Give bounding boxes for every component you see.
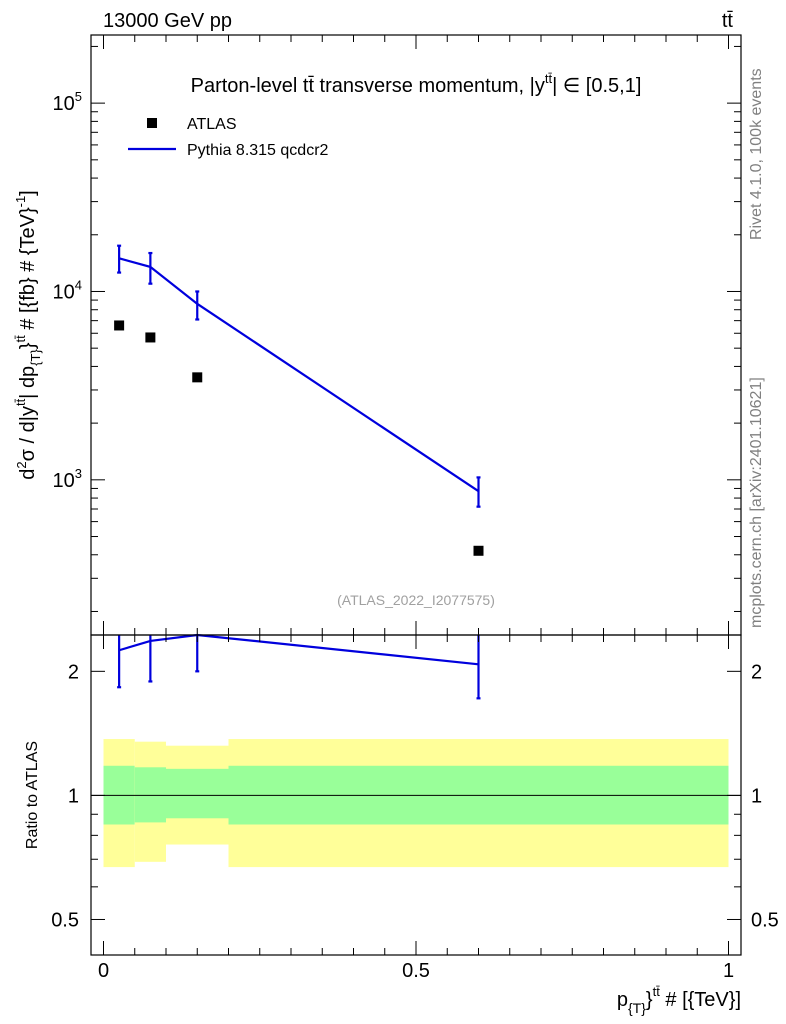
legend-atlas-marker bbox=[147, 118, 157, 128]
main-panel: Parton-level tt̄ transverse momentum, |y… bbox=[53, 34, 742, 636]
yl-6: } bbox=[17, 342, 39, 349]
main-series bbox=[114, 244, 484, 556]
ratio-y-tick-label-left: 0.5 bbox=[51, 909, 79, 931]
process-label: tt̄ bbox=[722, 10, 734, 32]
xl-3: tt̄ bbox=[653, 984, 661, 999]
ratio-y-tick-label-right: 1 bbox=[751, 785, 762, 807]
band-inner bbox=[134, 767, 166, 823]
xl-1: {T} bbox=[628, 1000, 646, 1016]
energy-label: 13000 GeV pp bbox=[103, 10, 232, 32]
ratio-y-tick-label-left: 1 bbox=[68, 785, 79, 807]
ratio-y-tick-label-left: 2 bbox=[68, 661, 79, 683]
ratio-panel: 0.5 0.51 12 2 0 0.5 1 bbox=[51, 35, 779, 982]
band-inner bbox=[166, 768, 229, 819]
ratio-y-tick-label-right: 0.5 bbox=[751, 909, 779, 931]
atlas-data-point bbox=[473, 545, 484, 556]
pythia-line bbox=[118, 257, 480, 493]
xl-0: p bbox=[617, 989, 628, 1011]
legend: ATLAS Pythia 8.315 qcdcr2 bbox=[128, 116, 329, 159]
yl-8: # [{fb} # {TeV} bbox=[17, 207, 39, 335]
main-y-axis-label: d2σ / d|ytt̄| dp{T}}tt̄ # [{fb} # {TeV}-… bbox=[13, 190, 43, 480]
x-tick-label: 1 bbox=[723, 960, 734, 982]
yl-7: tt̄ bbox=[13, 335, 28, 343]
atlas-data-point bbox=[145, 332, 156, 343]
main-axis-ticks: 103 104 105 bbox=[53, 45, 741, 612]
title-sup: tt̄ bbox=[545, 71, 553, 86]
analysis-watermark: (ATLAS_2022_I2077575) bbox=[337, 592, 495, 608]
legend-atlas-label: ATLAS bbox=[187, 116, 237, 133]
main-y-tick-label: 103 bbox=[53, 466, 82, 492]
pythia-ratio-line bbox=[118, 633, 479, 666]
title-tail: | ∈ [0.5,1] bbox=[552, 75, 641, 97]
ratio-series bbox=[117, 633, 481, 700]
mcplots-source-label: mcplots.cern.ch [arXiv:2401.10621] bbox=[748, 377, 765, 628]
yl-2: σ / d|y bbox=[17, 406, 39, 461]
atlas-data-point bbox=[114, 320, 125, 331]
atlas-data-point bbox=[192, 372, 203, 383]
yl-3: tt̄ bbox=[13, 398, 28, 406]
yl-1: 2 bbox=[14, 461, 29, 468]
main-y-tick-label: 104 bbox=[53, 277, 82, 303]
xl-4: # [{TeV}] bbox=[660, 989, 741, 1011]
ratio-y-tick-label-right: 2 bbox=[751, 661, 762, 683]
legend-pythia-label: Pythia 8.315 qcdcr2 bbox=[187, 142, 329, 159]
ratio-uncertainty-bands bbox=[103, 739, 729, 868]
yl-5: {T} bbox=[28, 349, 43, 366]
x-axis-label: p{T}}tt̄ # [{TeV}] bbox=[617, 984, 741, 1016]
rivet-version-label: Rivet 4.1.0, 100k events bbox=[748, 68, 765, 240]
x-axis-ticks: 0 0.5 1 bbox=[98, 35, 734, 982]
main-y-tick-label: 105 bbox=[53, 89, 82, 115]
yl-9: -1 bbox=[13, 196, 28, 208]
x-tick-label: 0 bbox=[98, 960, 109, 982]
title-main: Parton-level tt̄ transverse momentum, |y bbox=[191, 75, 545, 97]
xl-2: } bbox=[646, 989, 653, 1011]
yl-10: ] bbox=[17, 190, 39, 196]
yl-4: | dp bbox=[17, 366, 39, 399]
yl-0: d bbox=[17, 469, 39, 480]
x-tick-label: 0.5 bbox=[402, 960, 430, 982]
ratio-axis-ticks: 0.5 0.5 1 1 2 2 bbox=[51, 661, 779, 931]
plot-title: Parton-level tt̄ transverse momentum, |y… bbox=[191, 71, 642, 97]
ratio-y-axis-label: Ratio to ATLAS bbox=[24, 741, 41, 849]
